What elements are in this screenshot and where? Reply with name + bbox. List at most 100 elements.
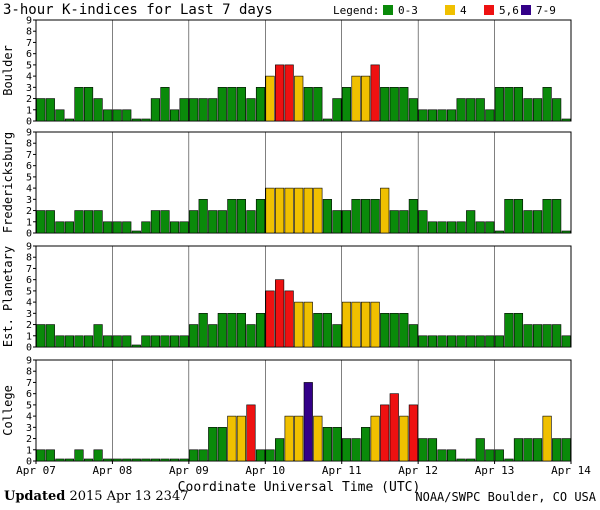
k-index-bar (208, 210, 218, 234)
k-index-bar (150, 98, 160, 122)
k-index-bar (198, 313, 208, 348)
k-index-bar (303, 382, 313, 462)
k-index-bar (294, 415, 304, 462)
k-index-bar (504, 87, 514, 122)
series-label: Est. Planetary (1, 246, 15, 347)
k-index-bar (370, 301, 380, 348)
y-tick-label: 2 (26, 434, 32, 445)
k-index-bar (552, 98, 562, 122)
k-index-bar (189, 324, 199, 348)
k-index-bar (389, 313, 399, 348)
y-tick-label: 3 (26, 83, 32, 94)
k-index-bar (246, 404, 256, 462)
y-tick-label: 4 (26, 184, 32, 195)
chart-title: 3-hour K-indices for Last 7 days (3, 2, 273, 18)
x-tick-label: Apr 10 (245, 464, 285, 477)
k-index-bar (284, 290, 294, 348)
k-index-bar (45, 324, 55, 348)
k-index-bar (74, 335, 84, 348)
k-index-bar (351, 199, 361, 234)
x-tick-label: Apr 11 (322, 464, 362, 477)
k-index-bar (265, 187, 275, 234)
k-index-bar (131, 118, 141, 122)
k-index-bar (523, 210, 533, 234)
k-index-bar (284, 415, 294, 462)
y-tick-label: 6 (26, 49, 32, 60)
k-index-bar (418, 210, 428, 234)
k-index-bar (475, 98, 485, 122)
k-index-bar (552, 438, 562, 462)
k-index-bar (275, 279, 285, 348)
k-index-bar (83, 458, 94, 462)
k-index-bar (389, 393, 399, 462)
k-index-bar (227, 199, 237, 234)
y-tick-label: 3 (26, 423, 32, 434)
k-index-bar (179, 98, 189, 122)
k-index-bar (466, 335, 476, 348)
k-index-bar (380, 187, 390, 234)
y-tick-label: 5 (26, 60, 32, 71)
k-index-bar (141, 118, 151, 122)
k-index-bar (351, 75, 361, 122)
k-index-bar (437, 109, 447, 122)
panel-frame (35, 19, 572, 122)
k-index-bar (141, 335, 151, 348)
k-index-bar (208, 324, 218, 348)
k-index-bar (399, 210, 409, 234)
legend-swatch (383, 5, 393, 15)
k-index-bar (380, 313, 390, 348)
k-index-bar (523, 438, 533, 462)
k-index-bar (55, 221, 65, 234)
y-tick-label: 1 (26, 445, 32, 456)
x-tick-label: Apr 12 (398, 464, 438, 477)
y-tick-label: 1 (26, 217, 32, 228)
k-index-bar (103, 221, 113, 234)
k-index-bar (55, 109, 65, 122)
k-index-bar (55, 335, 65, 348)
k-index-bar (418, 438, 428, 462)
k-index-bar (504, 199, 514, 234)
y-tick-label: 6 (26, 275, 32, 286)
k-index-bar (447, 335, 457, 348)
legend-label: Legend: (333, 4, 379, 17)
y-tick-label: 2 (26, 94, 32, 105)
x-tick-label: Apr 09 (169, 464, 209, 477)
k-index-bar (361, 301, 371, 348)
k-index-bar (227, 415, 237, 462)
k-index-bar (475, 221, 485, 234)
k-index-bar (246, 324, 256, 348)
updated-value: 2015 Apr 13 2347 (69, 489, 189, 504)
k-index-bar (103, 335, 113, 348)
k-index-bar (275, 438, 285, 462)
k-index-bar (83, 335, 94, 348)
k-index-bar (189, 210, 199, 234)
y-tick-label: 9 (26, 128, 32, 139)
k-index-bar (552, 199, 562, 234)
k-index-bar (494, 87, 504, 122)
k-index-bar (303, 301, 313, 348)
k-index-bar (74, 449, 84, 462)
k-index-bar (45, 210, 55, 234)
y-tick-label: 0 (26, 457, 32, 468)
k-index-bar (160, 335, 170, 348)
k-index-bar (160, 87, 170, 122)
x-tick-label: Apr 08 (93, 464, 133, 477)
k-index-bar (513, 199, 524, 234)
panel-frame (35, 359, 572, 462)
k-index-bar (55, 458, 65, 462)
k-index-bar (532, 98, 543, 122)
k-index-bar (542, 415, 552, 462)
k-index-bar (341, 210, 352, 234)
k-index-bar (427, 221, 438, 234)
k-index-bar (131, 458, 141, 462)
panels: 0123456789Boulder0123456789Fredericksbur… (1, 16, 572, 468)
k-index-bar (380, 87, 390, 122)
k-index-bar (332, 324, 342, 348)
k-index-bar (255, 87, 266, 122)
y-tick-label: 4 (26, 412, 32, 423)
k-index-bar (351, 438, 361, 462)
k-index-bar (112, 335, 122, 348)
k-index-bar (255, 313, 266, 348)
k-index-bar (64, 221, 75, 234)
